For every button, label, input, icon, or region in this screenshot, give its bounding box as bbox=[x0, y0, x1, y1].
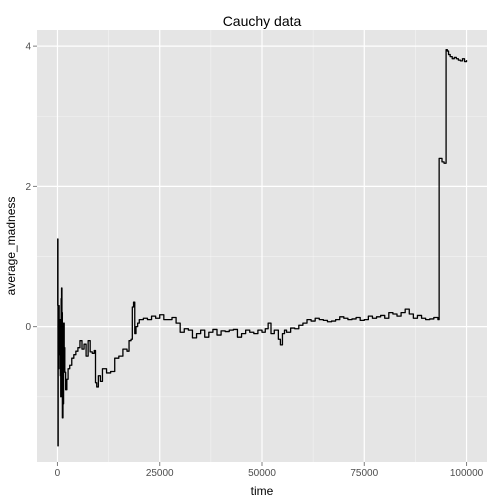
x-tick-label: 25000 bbox=[146, 468, 174, 479]
y-axis: 0 2 4 bbox=[25, 42, 37, 333]
y-tick-label: 4 bbox=[25, 42, 31, 53]
x-axis-title: time bbox=[251, 484, 274, 498]
y-tick-label: 2 bbox=[25, 182, 31, 193]
x-tick-label: 50000 bbox=[248, 468, 276, 479]
major-grid bbox=[37, 30, 487, 462]
y-axis-title: average_madness bbox=[4, 197, 18, 296]
x-tick-label: 0 bbox=[55, 468, 61, 479]
chart-title: Cauchy data bbox=[223, 13, 302, 29]
x-axis: 0 25000 50000 75000 100000 bbox=[55, 462, 484, 479]
x-tick-label: 100000 bbox=[450, 468, 484, 479]
x-tick-label: 75000 bbox=[350, 468, 378, 479]
y-tick-label: 0 bbox=[25, 322, 31, 333]
series-line-average-madness bbox=[57, 48, 468, 447]
